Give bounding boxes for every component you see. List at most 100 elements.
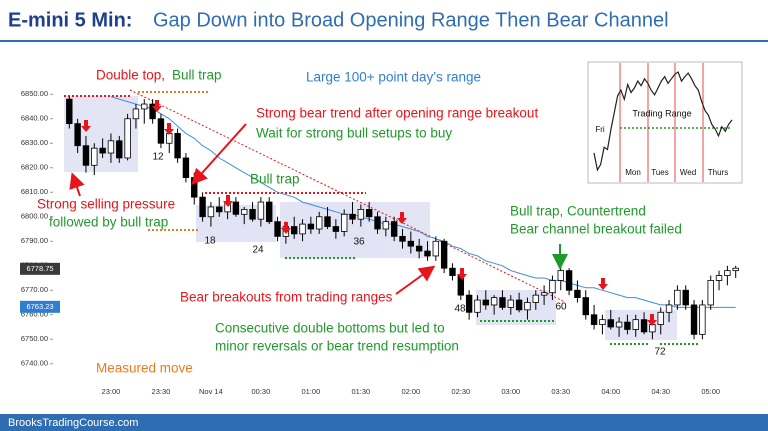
candle-body xyxy=(590,314,598,325)
candle-body xyxy=(599,319,606,325)
candle-body xyxy=(549,280,556,294)
x-tick-label: 03:00 xyxy=(501,387,520,396)
bar-number: 36 xyxy=(353,237,365,248)
candle-body xyxy=(365,208,373,218)
candle-body xyxy=(66,98,73,125)
candle-body xyxy=(132,108,140,120)
bar-number: 60 xyxy=(555,302,567,313)
bar-number: 72 xyxy=(654,347,666,358)
candle-body xyxy=(216,206,223,213)
candle-body xyxy=(649,324,656,333)
price-label: 6763.23 xyxy=(26,302,53,311)
x-tick-label: 04:00 xyxy=(601,387,620,396)
y-tick-label: 6840.00 xyxy=(21,114,48,123)
candle-body xyxy=(141,103,148,110)
candle-body xyxy=(407,240,415,247)
annotation: Bear breakouts from trading ranges xyxy=(180,290,393,305)
candle-body xyxy=(565,270,573,291)
candle-body xyxy=(615,321,623,328)
candle-body xyxy=(424,250,431,257)
annotation: Large 100+ point day’s range xyxy=(306,70,481,85)
candle-body xyxy=(699,304,706,335)
candle-body xyxy=(674,289,681,306)
candle-body xyxy=(640,319,648,333)
candle-body xyxy=(482,299,489,306)
inset-day-label: Mon xyxy=(625,168,641,177)
x-tick-label: 01:30 xyxy=(351,387,370,396)
candle-body xyxy=(499,297,506,308)
signal-arrow xyxy=(164,123,174,135)
inset-frame xyxy=(587,61,743,184)
candle-body xyxy=(507,299,514,308)
price-label-box xyxy=(20,300,60,313)
candle-body xyxy=(465,294,473,313)
candle-body xyxy=(490,297,498,306)
inset-day-label: Wed xyxy=(680,168,696,177)
annotation: Bear channel breakout failed xyxy=(510,222,682,237)
candle-body xyxy=(107,140,115,154)
price-label: 6778.75 xyxy=(26,264,53,273)
candle-body xyxy=(540,292,548,296)
price-label-box xyxy=(20,262,60,275)
pointer-arrow xyxy=(191,123,247,185)
candle-body xyxy=(299,223,306,235)
inset-day-label: Tues xyxy=(651,168,669,177)
candle-body xyxy=(632,319,639,330)
annotation: Double top, xyxy=(96,68,165,83)
candle-body xyxy=(515,299,523,311)
candle-body xyxy=(657,311,664,325)
candle-body xyxy=(690,304,698,335)
candle-body xyxy=(174,133,181,159)
signal-arrow xyxy=(397,212,407,224)
pointer-arrow xyxy=(395,265,436,295)
annotation: Strong bear trend after opening range br… xyxy=(256,106,538,121)
y-tick-label: 6850.00 xyxy=(21,89,48,98)
x-tick-label: 23:30 xyxy=(152,387,171,396)
inset-day-label: Fri xyxy=(595,125,605,134)
moving-average xyxy=(110,96,736,308)
annotation: followed by bull trap xyxy=(49,215,168,230)
annotation: Wait for strong bull setups to buy xyxy=(256,126,452,141)
y-tick-label: 6830.00 xyxy=(21,138,48,147)
candle-body xyxy=(91,147,98,166)
candle-body xyxy=(266,201,273,223)
y-tick-label: 6810.00 xyxy=(21,187,48,196)
candle-body xyxy=(324,216,331,227)
candle-body xyxy=(74,123,81,147)
title-rule xyxy=(0,40,768,42)
inset-chart: Trading Range Fri Mon Tues Wed Thurs xyxy=(593,71,733,177)
candle-body xyxy=(582,297,589,316)
candle-body xyxy=(116,140,123,159)
candle-body xyxy=(607,319,614,328)
candle-body xyxy=(415,245,423,252)
candle-body xyxy=(382,221,390,230)
candle-body xyxy=(707,280,714,306)
candle-body xyxy=(374,216,381,230)
candle-body xyxy=(557,270,564,281)
bar-number: 18 xyxy=(204,236,216,247)
y-tick-label: 6800.00 xyxy=(21,212,48,221)
x-tick-label: 00:30 xyxy=(251,387,270,396)
annotation: Bull trap, Countertrend xyxy=(510,204,646,219)
candle-body xyxy=(99,147,106,154)
candle-body xyxy=(357,208,365,220)
annotation: Bull trap xyxy=(172,68,222,83)
annotation: Measured move xyxy=(96,361,193,376)
signal-arrow xyxy=(152,100,162,112)
candle-body xyxy=(332,226,340,232)
candle-body xyxy=(349,213,356,220)
x-tick-label: 02:30 xyxy=(451,387,470,396)
candle-body xyxy=(624,321,631,330)
candle-body xyxy=(307,223,315,230)
candle-body xyxy=(390,221,398,237)
candle-body xyxy=(532,294,539,303)
x-tick-label: 03:30 xyxy=(551,387,570,396)
candle-body xyxy=(440,240,448,269)
inset-day-label: Thurs xyxy=(708,168,728,177)
candle-body xyxy=(149,103,156,120)
footer-bar xyxy=(0,414,768,431)
candle-body xyxy=(249,208,256,220)
signal-arrow xyxy=(457,268,467,280)
candle-body xyxy=(474,299,481,313)
